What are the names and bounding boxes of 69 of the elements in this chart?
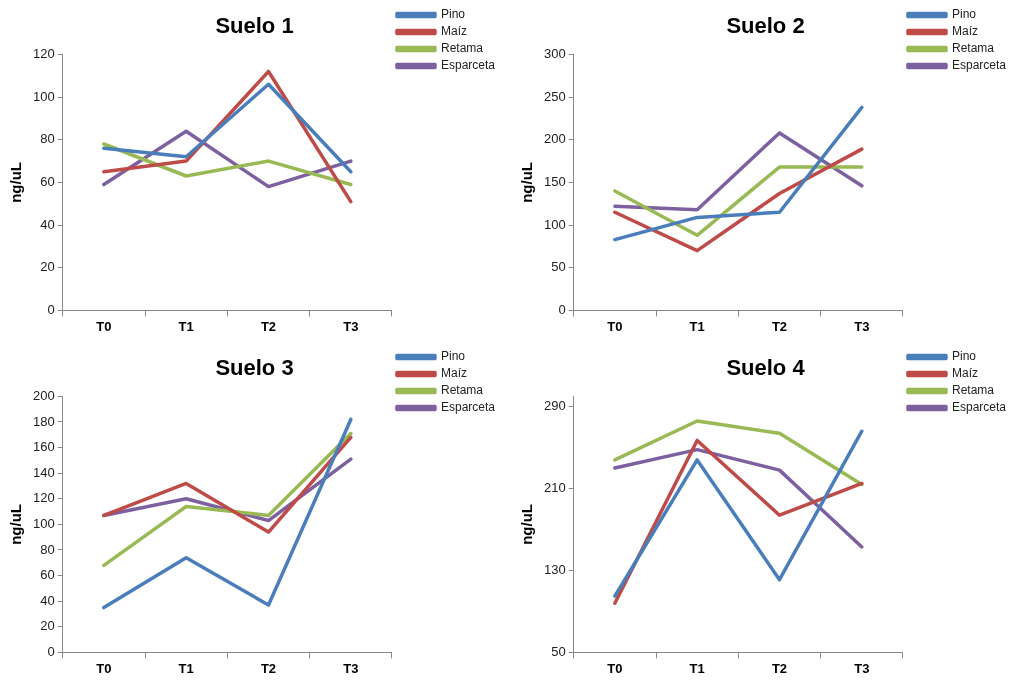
- y-tick-label: 60: [40, 567, 55, 583]
- legend-label: Maíz: [440, 24, 467, 39]
- y-tick-label: 40: [40, 216, 55, 232]
- y-tick-label: 210: [543, 480, 566, 496]
- y-axis-title: ng/uL: [7, 161, 25, 203]
- legend-label: Pino: [951, 349, 977, 364]
- x-tick-label: T2: [771, 660, 788, 676]
- y-tick-label: 160: [32, 439, 55, 455]
- y-tick-label: 0: [47, 643, 55, 659]
- y-tick-label: 200: [543, 131, 566, 147]
- x-tick-label: T3: [854, 660, 870, 676]
- legend-label: Retama: [951, 383, 995, 398]
- y-tick-label: 120: [32, 490, 55, 506]
- y-tick-label: 40: [40, 592, 55, 608]
- x-tick-label: T3: [854, 318, 870, 334]
- legend-label: Esparceta: [440, 400, 496, 415]
- x-tick-label: T2: [771, 318, 788, 334]
- x-tick-label: T2: [260, 318, 277, 334]
- x-tick-label: T0: [607, 318, 623, 334]
- legend-label: Retama: [951, 41, 995, 56]
- y-tick-label: 140: [32, 464, 55, 480]
- y-tick-label: 150: [543, 173, 566, 189]
- y-tick-label: 200: [32, 387, 55, 403]
- legend-label: Esparceta: [951, 58, 1007, 73]
- x-tick-label: T0: [96, 660, 112, 676]
- x-tick-label: T2: [260, 660, 277, 676]
- y-tick-label: 80: [40, 131, 55, 147]
- y-tick-label: 300: [543, 45, 566, 61]
- x-tick-label: T0: [96, 318, 112, 334]
- x-tick-label: T1: [689, 660, 705, 676]
- y-tick-label: 0: [47, 301, 55, 317]
- x-tick-label: T3: [343, 660, 359, 676]
- y-tick-label: 20: [40, 259, 55, 275]
- y-tick-label: 130: [543, 562, 566, 578]
- legend-label: Maíz: [440, 366, 467, 381]
- legend-label: Pino: [440, 349, 466, 364]
- chart-title: Suelo 4: [726, 355, 806, 381]
- y-tick-label: 120: [32, 45, 55, 61]
- legend-label: Retama: [440, 383, 484, 398]
- y-tick-label: 100: [543, 216, 566, 232]
- y-tick-label: 180: [32, 413, 55, 429]
- y-tick-label: 250: [543, 88, 566, 104]
- y-tick-label: 0: [558, 301, 566, 317]
- legend-label: Pino: [951, 7, 977, 22]
- legend-label: Esparceta: [951, 400, 1007, 415]
- x-tick-label: T3: [343, 318, 359, 334]
- y-tick-label: 80: [40, 541, 55, 557]
- y-tick-label: 50: [551, 259, 566, 275]
- x-tick-label: T0: [607, 660, 623, 676]
- legend-label: Retama: [440, 41, 484, 56]
- y-tick-label: 290: [543, 398, 566, 414]
- chart-title: Suelo 3: [215, 355, 294, 381]
- y-tick-label: 20: [40, 618, 55, 634]
- x-tick-label: T1: [178, 660, 194, 676]
- legend-label: Pino: [440, 7, 466, 22]
- y-tick-label: 100: [32, 88, 55, 104]
- y-axis-title: ng/uL: [7, 503, 25, 545]
- y-tick-label: 50: [551, 643, 566, 659]
- legend-label: Esparceta: [440, 58, 496, 73]
- y-tick-label: 60: [40, 173, 55, 189]
- y-tick-label: 100: [32, 515, 55, 531]
- y-axis-title: ng/uL: [518, 161, 536, 203]
- x-tick-label: T1: [178, 318, 194, 334]
- y-axis-title: ng/uL: [518, 503, 536, 545]
- chart-title: Suelo 1: [215, 13, 294, 39]
- x-tick-label: T1: [689, 318, 705, 334]
- legend-label: Maíz: [951, 24, 978, 39]
- legend-label: Maíz: [951, 366, 978, 381]
- chart-title: Suelo 2: [726, 13, 805, 39]
